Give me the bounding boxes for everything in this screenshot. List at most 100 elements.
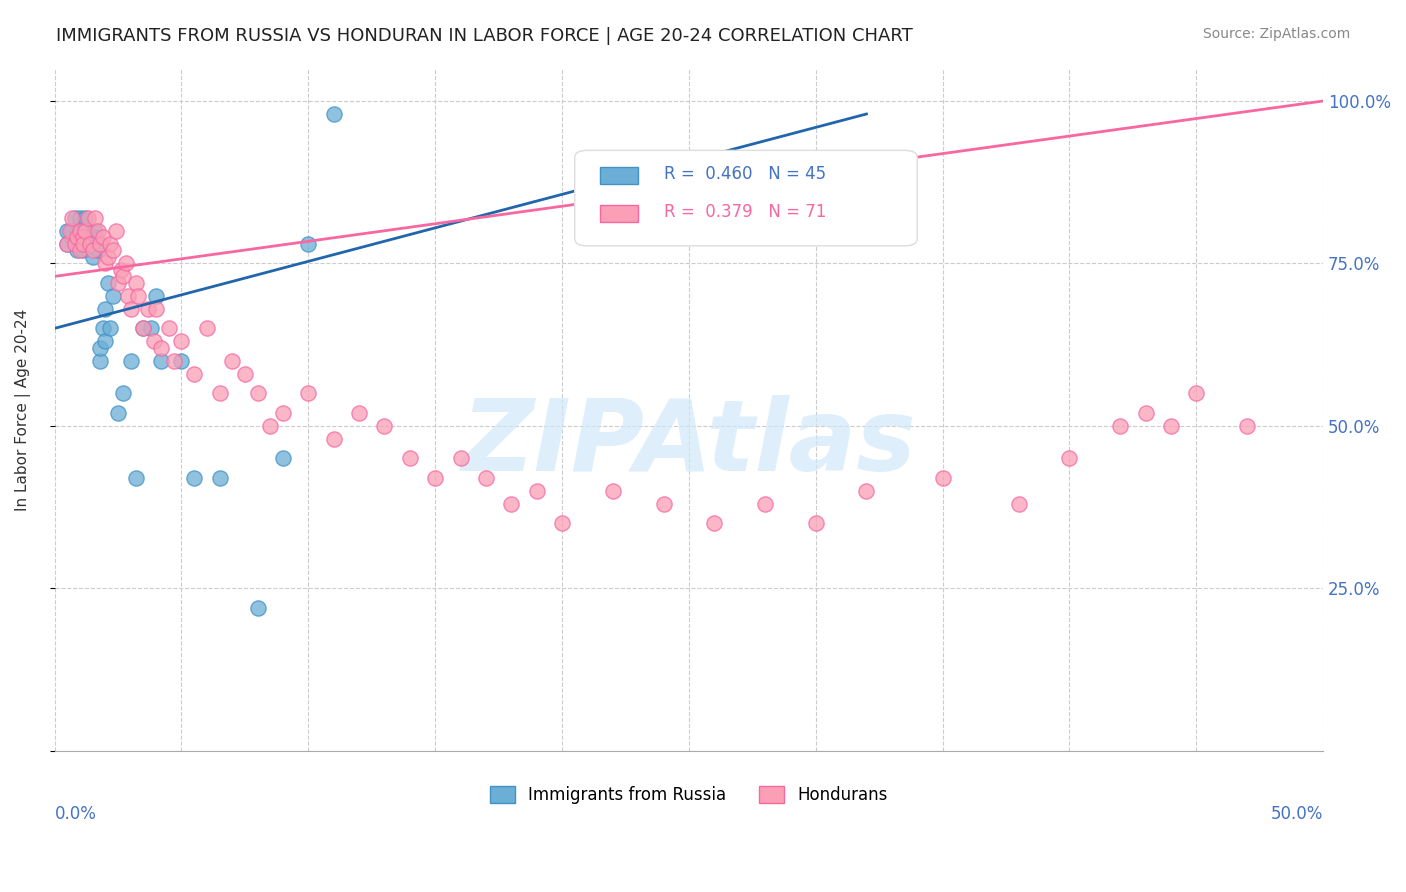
Point	[72, 244, 94, 258]
Point	[63, 236, 86, 251]
Point	[117, 289, 139, 303]
Point	[63, 211, 86, 225]
Point	[246, 386, 269, 401]
Point	[91, 230, 114, 244]
Point	[114, 256, 136, 270]
Point	[1109, 418, 1132, 433]
Point	[72, 230, 94, 244]
Point	[56, 224, 79, 238]
Point	[60, 224, 83, 238]
Text: 50.0%: 50.0%	[1271, 805, 1323, 823]
Point	[132, 321, 155, 335]
Point	[703, 516, 725, 531]
Point	[120, 301, 142, 316]
Point	[82, 236, 104, 251]
Point	[246, 600, 269, 615]
Y-axis label: In Labor Force | Age 20-24: In Labor Force | Age 20-24	[15, 309, 31, 510]
Legend: Immigrants from Russia, Hondurans: Immigrants from Russia, Hondurans	[482, 779, 894, 811]
Point	[501, 497, 523, 511]
Point	[142, 334, 165, 349]
Point	[79, 230, 101, 244]
Point	[425, 471, 447, 485]
Point	[1059, 451, 1081, 466]
Point	[138, 301, 160, 316]
Point	[150, 341, 173, 355]
Point	[208, 386, 231, 401]
Point	[450, 451, 472, 466]
Point	[170, 334, 193, 349]
Point	[101, 289, 124, 303]
Point	[120, 353, 142, 368]
Point	[855, 483, 877, 498]
Point	[73, 224, 96, 238]
Point	[183, 471, 205, 485]
Point	[59, 224, 82, 238]
Text: ZIPAtlas: ZIPAtlas	[461, 395, 917, 492]
Point	[69, 218, 91, 232]
Point	[97, 276, 120, 290]
Point	[89, 236, 111, 251]
Point	[112, 386, 135, 401]
Point	[1160, 418, 1182, 433]
Point	[112, 269, 135, 284]
Point	[1135, 406, 1157, 420]
Text: 0.0%: 0.0%	[55, 805, 97, 823]
Point	[373, 418, 395, 433]
Point	[79, 236, 101, 251]
Text: IMMIGRANTS FROM RUSSIA VS HONDURAN IN LABOR FORCE | AGE 20-24 CORRELATION CHART: IMMIGRANTS FROM RUSSIA VS HONDURAN IN LA…	[56, 27, 912, 45]
Point	[233, 367, 256, 381]
Point	[322, 107, 344, 121]
Point	[271, 406, 294, 420]
Point	[69, 211, 91, 225]
Point	[101, 244, 124, 258]
Point	[94, 334, 117, 349]
Point	[322, 432, 344, 446]
Point	[66, 224, 89, 238]
Point	[1185, 386, 1208, 401]
Point	[69, 224, 91, 238]
Point	[89, 341, 111, 355]
Point	[84, 224, 107, 238]
Point	[526, 483, 548, 498]
Point	[66, 230, 89, 244]
Point	[84, 211, 107, 225]
Point	[89, 353, 111, 368]
Point	[297, 386, 319, 401]
Point	[127, 289, 149, 303]
Point	[76, 211, 98, 225]
Point	[66, 244, 89, 258]
Point	[82, 250, 104, 264]
Point	[398, 451, 420, 466]
Point	[125, 276, 148, 290]
Point	[87, 244, 110, 258]
Point	[104, 224, 127, 238]
Point	[652, 497, 675, 511]
Point	[100, 321, 122, 335]
Point	[72, 236, 94, 251]
Point	[163, 353, 186, 368]
Point	[97, 250, 120, 264]
Point	[145, 301, 167, 316]
Point	[94, 301, 117, 316]
Point	[87, 224, 110, 238]
Text: R =  0.379   N = 71: R = 0.379 N = 71	[664, 202, 825, 220]
Point	[91, 321, 114, 335]
Point	[73, 211, 96, 225]
Point	[94, 256, 117, 270]
FancyBboxPatch shape	[600, 168, 638, 185]
FancyBboxPatch shape	[600, 205, 638, 222]
Point	[139, 321, 162, 335]
Point	[804, 516, 827, 531]
Point	[69, 224, 91, 238]
Point	[475, 471, 498, 485]
Point	[297, 236, 319, 251]
Point	[125, 471, 148, 485]
Point	[931, 471, 953, 485]
Point	[602, 483, 624, 498]
Point	[1236, 418, 1258, 433]
Point	[82, 244, 104, 258]
Point	[157, 321, 180, 335]
Text: R =  0.460   N = 45: R = 0.460 N = 45	[664, 165, 825, 183]
Point	[107, 406, 129, 420]
Point	[84, 230, 107, 244]
